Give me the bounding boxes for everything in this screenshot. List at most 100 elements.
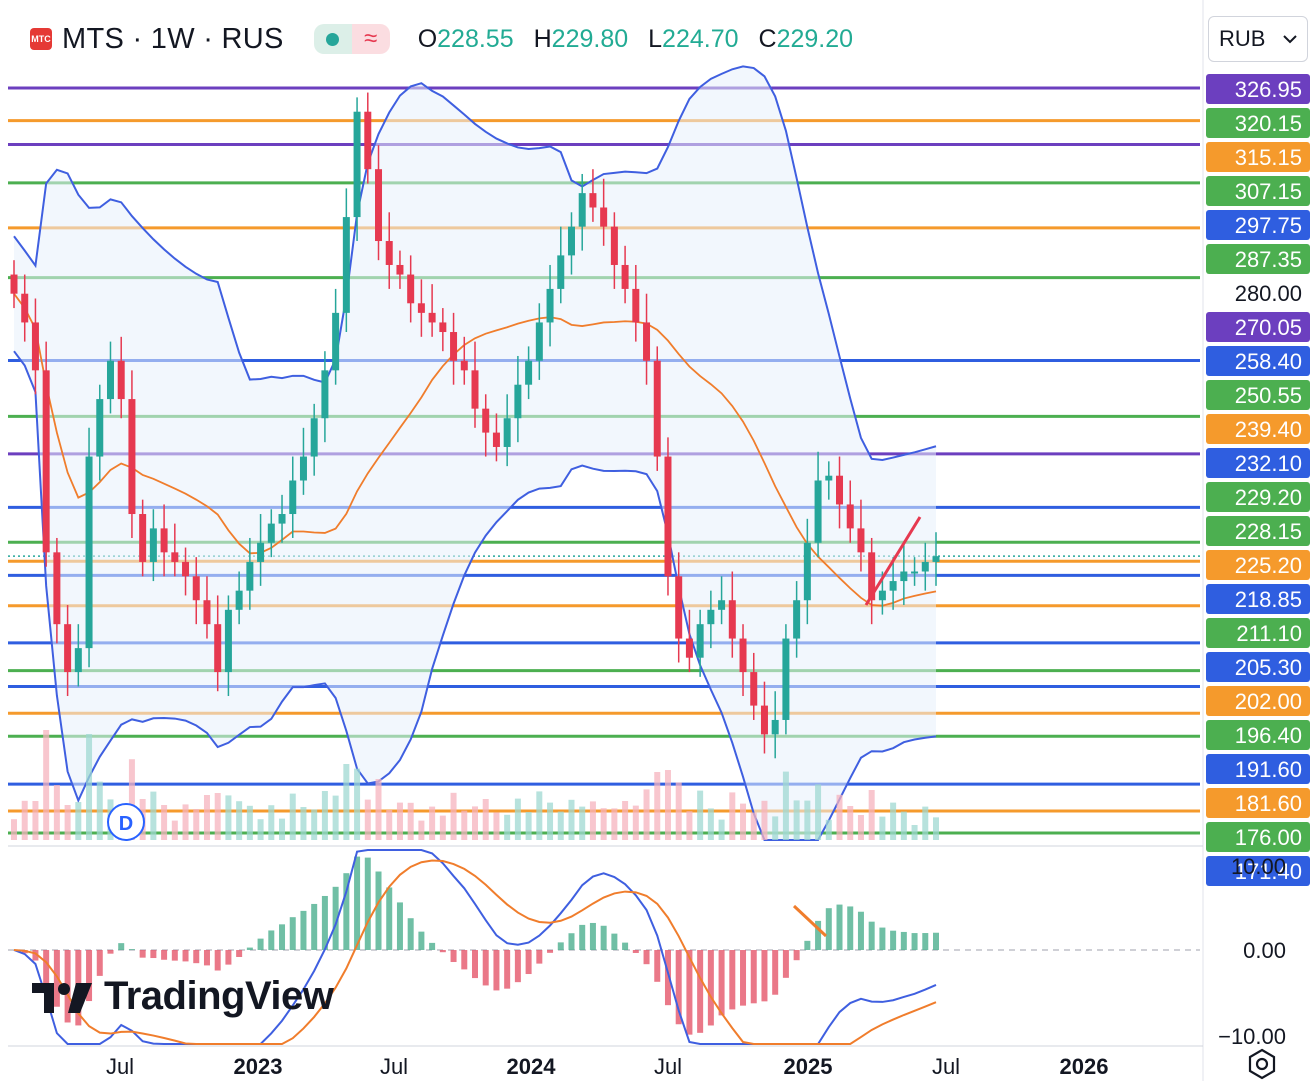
volume-bar: [557, 811, 564, 840]
macd-histogram-bar: [493, 950, 500, 991]
price-tag: [1206, 584, 1310, 614]
volume-bar: [128, 759, 135, 840]
time-tick-label: 2024: [507, 1054, 557, 1079]
price-tag-text: 176.00: [1235, 825, 1302, 850]
price-tag-text: 287.35: [1235, 247, 1302, 272]
price-tag: [1206, 686, 1310, 716]
price-axis-labels: 326.95 320.15 315.15 307.15 297.75 287.35 280.…: [1206, 74, 1310, 886]
volume-bar: [675, 782, 682, 840]
macd-tick-label: 0.00: [1243, 938, 1286, 963]
price-tag-text: 225.20: [1235, 553, 1302, 578]
dividend-marker[interactable]: D: [107, 803, 145, 841]
macd-histogram-bar: [654, 950, 661, 982]
volume-bar: [332, 795, 339, 840]
volume-bar: [686, 811, 693, 840]
macd-histogram-bar: [815, 920, 822, 950]
macd-histogram-bar: [482, 950, 489, 986]
candle-body: [21, 293, 29, 323]
price-tag: [1206, 482, 1310, 512]
macd-histogram-bar: [740, 950, 747, 1006]
candle-body: [257, 542, 265, 562]
price-tag-text: 181.60: [1235, 791, 1302, 816]
price-tag-text: 211.10: [1236, 621, 1302, 646]
bb-upper-line: [13, 65, 937, 461]
macd-annotation-line: [792, 904, 828, 938]
currency-selector[interactable]: RUB: [1208, 16, 1308, 62]
price-tag: [1206, 618, 1310, 648]
macd-histogram-bar: [407, 918, 414, 950]
candle-body: [364, 111, 372, 170]
settings-gear-icon[interactable]: [1246, 1048, 1278, 1080]
bb-fill: [14, 66, 936, 841]
candle-body: [149, 528, 157, 562]
volume-bar: [86, 734, 93, 840]
volume-bar: [311, 809, 318, 840]
delayed-data-icon[interactable]: ≈: [351, 24, 390, 54]
macd-histogram-bar: [675, 950, 682, 1025]
candle-body: [739, 638, 747, 673]
candle-body: [653, 360, 661, 457]
price-tag-text: 320.15: [1235, 111, 1302, 136]
volume-bar: [740, 803, 747, 840]
trend-line[interactable]: [864, 516, 922, 606]
macd-tick-label: 10.00: [1231, 854, 1286, 879]
volume-bar: [386, 810, 393, 840]
price-tag-text: 228.15: [1235, 519, 1302, 544]
volume-bar: [203, 795, 210, 840]
macd-histogram-bar: [568, 933, 575, 950]
volume-bar: [632, 805, 639, 840]
macd-histogram-bar: [311, 903, 318, 950]
ohlc-close: C229.20: [758, 24, 854, 53]
volume-bar: [171, 820, 178, 840]
volume-bar: [750, 812, 757, 840]
macd-histogram-bar: [86, 950, 93, 1002]
macd-histogram-bar: [804, 940, 811, 950]
price-tag: [1206, 74, 1310, 104]
candle-body: [482, 408, 490, 433]
macd-histogram-bar: [664, 950, 671, 1006]
candle-body: [675, 576, 683, 639]
price-tag-text: 218.85: [1235, 587, 1302, 612]
macd-histogram-bar: [718, 950, 725, 1016]
price-tag: [1206, 856, 1310, 886]
volume-bar: [300, 807, 307, 840]
time-tick-label: Jul: [380, 1054, 408, 1079]
chart-header: MTC MTS · 1W · RUS ≈ O228.55 H229.80 L22…: [30, 18, 853, 60]
macd-histogram-bar: [300, 910, 307, 950]
candle-body: [396, 264, 404, 275]
market-open-icon[interactable]: [313, 24, 352, 54]
candle-body: [171, 552, 179, 562]
volume-bar: [418, 820, 425, 840]
macd-histogram-bar: [107, 950, 114, 954]
price-tag: [1206, 448, 1310, 478]
macd-histogram-bar: [622, 942, 629, 950]
candle-body: [911, 571, 919, 574]
macd-histogram-bar: [504, 950, 511, 989]
volume-bar: [643, 789, 650, 840]
candle-body: [685, 638, 693, 658]
candle-body: [128, 399, 136, 515]
macd-histogram-bar: [933, 932, 939, 950]
macd-histogram-bar: [182, 950, 189, 962]
volume-bar: [64, 805, 71, 840]
price-tag: [1206, 652, 1310, 682]
candle-body: [632, 288, 640, 323]
volume-bar: [504, 814, 511, 840]
tradingview-logo[interactable]: TradingView: [32, 974, 334, 1019]
candle-body: [224, 609, 232, 673]
volume-bar: [804, 800, 811, 840]
macd-histogram-bar: [772, 950, 779, 995]
price-tag: [1206, 754, 1310, 784]
candle-body: [567, 226, 575, 256]
macd-histogram-bar: [193, 950, 200, 964]
symbol-title[interactable]: MTS · 1W · RUS: [62, 22, 284, 55]
candle-body: [643, 322, 651, 361]
candle-body: [117, 360, 125, 400]
symbol-logo-icon[interactable]: MTC: [30, 28, 52, 50]
time-tick-label: 2023: [234, 1054, 283, 1079]
volume-bar: [536, 791, 543, 840]
macd-histogram-bar: [354, 856, 361, 950]
volume-bar: [354, 768, 361, 840]
macd-histogram-bar: [879, 927, 886, 950]
